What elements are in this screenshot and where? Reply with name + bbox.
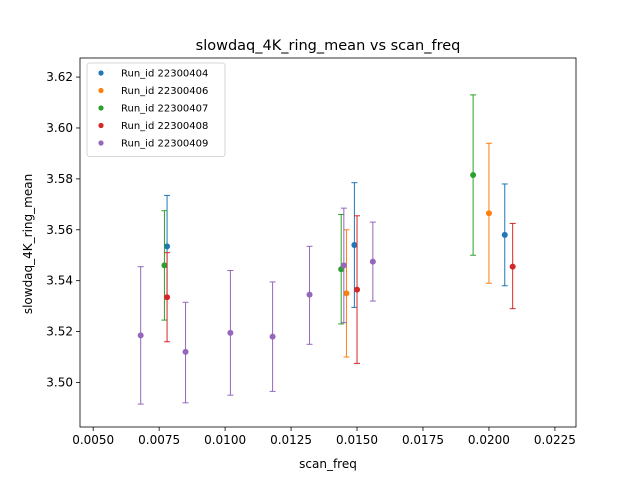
data-point [343, 290, 350, 297]
series-layer [137, 94, 516, 405]
x-tick-label: 0.0100 [204, 433, 246, 447]
y-axis: 3.50 3.52 3.54 3.56 3.58 3.60 3.62 [46, 70, 80, 389]
data-point [306, 291, 313, 298]
legend-marker [98, 122, 104, 129]
x-tick-label: 0.0050 [72, 433, 114, 447]
series [164, 182, 508, 308]
y-tick-label: 3.50 [46, 375, 73, 389]
plot-frame [79, 57, 577, 428]
chart-title: slowdaq_4K_ring_mean vs scan_freq [196, 38, 461, 54]
x-tick-label: 0.0125 [270, 433, 312, 447]
legend-label: Run_id 22300409 [121, 139, 208, 150]
legend-label: Run_id 22300408 [121, 121, 208, 132]
data-point [269, 333, 276, 340]
y-tick-label: 3.56 [46, 223, 73, 237]
series [137, 207, 376, 405]
legend: Run_id 22300404 Run_id 22300406 Run_id 223… [86, 62, 226, 157]
data-point [164, 294, 171, 301]
series [343, 142, 492, 358]
data-point [501, 231, 508, 238]
data-point [164, 243, 171, 250]
data-point [470, 172, 477, 179]
data-point [340, 262, 347, 269]
legend-marker [98, 87, 104, 94]
data-point [509, 263, 516, 270]
x-axis-label: scan_freq [299, 457, 357, 471]
series [161, 94, 477, 325]
legend-label: Run_id 22300404 [121, 69, 208, 80]
x-tick-label: 0.0150 [336, 433, 378, 447]
data-point [351, 242, 358, 249]
y-tick-label: 3.54 [46, 274, 73, 288]
data-point [354, 286, 361, 293]
data-point [369, 258, 376, 265]
x-tick-label: 0.0225 [534, 433, 576, 447]
legend-marker [98, 70, 104, 76]
data-point [485, 210, 492, 217]
y-tick-label: 3.52 [46, 325, 73, 339]
x-tick-label: 0.0175 [402, 433, 444, 447]
series [164, 215, 516, 364]
y-tick-label: 3.58 [46, 172, 73, 186]
y-axis-label: slowdaq_4K_ring_mean [21, 174, 35, 314]
x-tick-label: 0.0200 [468, 433, 510, 447]
legend-box [86, 62, 226, 157]
x-axis: 0.0050 0.0075 0.0100 0.0125 0.0150 0.0175 0.02… [72, 427, 576, 447]
data-point [227, 329, 234, 336]
legend-label: Run_id 22300407 [121, 104, 208, 115]
legend-label: Run_id 22300406 [121, 86, 208, 97]
data-point [182, 348, 189, 355]
y-tick-label: 3.60 [46, 121, 73, 135]
y-tick-label: 3.62 [46, 70, 73, 84]
legend-marker [98, 140, 104, 146]
legend-marker [98, 105, 104, 111]
x-tick-label: 0.0075 [138, 433, 180, 447]
data-point [161, 262, 168, 269]
data-point [137, 332, 144, 339]
